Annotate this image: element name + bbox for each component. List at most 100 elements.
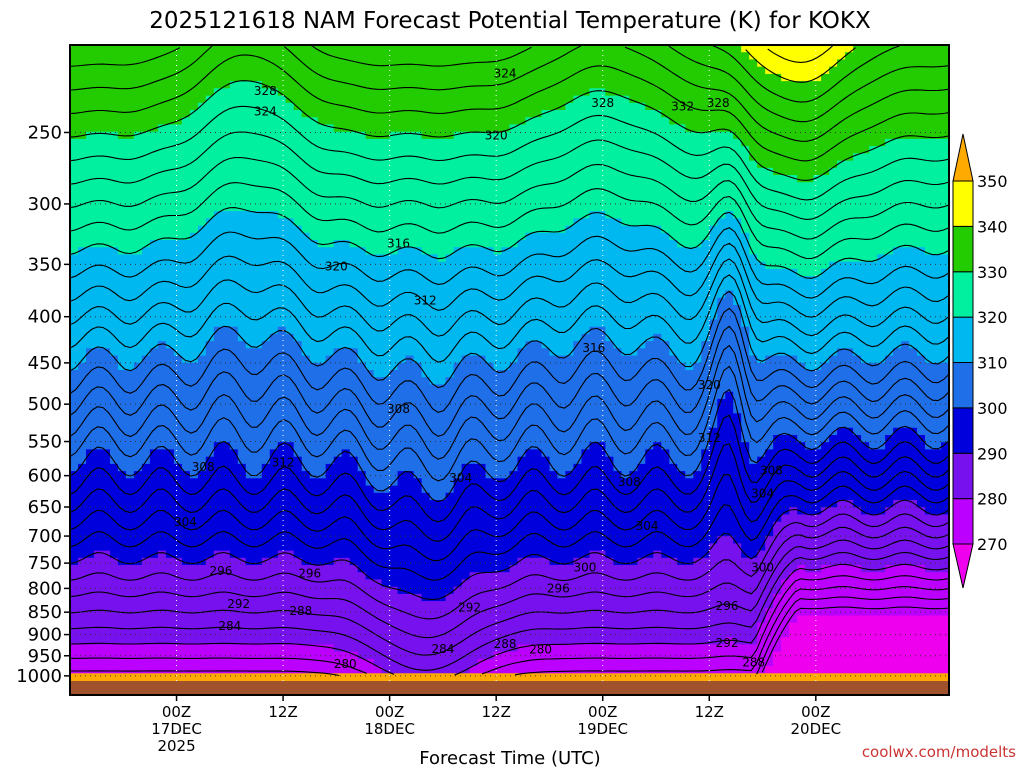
y-tick-label: 750	[28, 553, 62, 574]
x-tick-label: 19DEC	[577, 720, 628, 738]
isoline-286	[70, 526, 949, 639]
colorbar-band	[952, 316, 974, 363]
y-tick-label: 400	[28, 307, 62, 328]
contour-label: 288	[742, 656, 765, 670]
y-tick-label: 300	[28, 194, 62, 215]
x-tick-label: 17DEC	[151, 720, 202, 738]
colorbar-label: 350	[977, 172, 1008, 191]
contour-label: 320	[485, 129, 508, 143]
isoline-290	[70, 499, 949, 601]
isoline-306	[70, 325, 949, 437]
contour-label: 312	[272, 455, 295, 469]
y-tick-label: 350	[28, 254, 62, 275]
isoline-284	[70, 539, 949, 656]
contour-label: 296	[298, 566, 321, 580]
contour-label: 304	[751, 487, 774, 501]
contour-label: 296	[716, 599, 739, 613]
colorbar-label: 310	[977, 354, 1008, 373]
contour-label: 284	[431, 642, 454, 656]
isoline-276	[70, 586, 949, 677]
colorbar-label: 340	[977, 217, 1008, 236]
isoline-320	[70, 207, 949, 279]
isoline-274	[756, 596, 949, 675]
contour-label: 320	[698, 378, 721, 392]
x-tick-label: 00Z	[588, 703, 617, 721]
isoline-338	[712, 45, 900, 103]
isoline-278	[70, 575, 949, 675]
y-tick-label: 700	[28, 526, 62, 547]
contour-label: 320	[325, 260, 348, 274]
isoline-300	[70, 388, 949, 503]
chart-title: 2025121618 NAM Forecast Potential Temper…	[149, 8, 871, 34]
x-tick-label: 2025	[157, 737, 195, 755]
isoline-314	[70, 258, 949, 337]
x-tick-label: 12Z	[695, 703, 724, 721]
x-tick-label: 00Z	[801, 703, 830, 721]
contour-label: 316	[582, 341, 605, 355]
contour-label: 308	[618, 475, 641, 489]
contour-label: 328	[707, 96, 730, 110]
plot-area: 328 324 324 328 332 328 320 316 320 312 316 320 308 3…	[70, 45, 949, 695]
isoline-330	[70, 80, 949, 181]
contour-label: 308	[192, 460, 215, 474]
contour-label: 280	[334, 657, 357, 671]
contour-label: 304	[174, 515, 197, 529]
isoline-326	[70, 131, 949, 220]
isoline-336	[70, 45, 949, 123]
isoline-318	[70, 227, 949, 299]
colorbar-band	[952, 407, 974, 454]
contour-label: 312	[698, 431, 721, 445]
x-axis-label: Forecast Time (UTC)	[419, 748, 600, 768]
colorbar-label: 320	[977, 308, 1008, 327]
isoline-292	[70, 485, 949, 581]
colorbar-label: 280	[977, 490, 1008, 509]
y-tick-label: 450	[28, 353, 62, 374]
colorbar-band	[952, 452, 974, 500]
contour-label: 324	[254, 105, 277, 119]
colorbar-label: 300	[977, 399, 1008, 418]
contour-label: 292	[458, 601, 481, 615]
colorbar-bottom-arrow	[952, 543, 974, 589]
terrain-bar	[70, 681, 949, 695]
contour-label: 304	[636, 519, 659, 533]
isoline-334	[70, 45, 949, 142]
contour-label: 300	[574, 560, 597, 574]
y-tick-label: 500	[28, 394, 62, 415]
y-tick-label: 800	[28, 578, 62, 599]
isoline-340	[745, 47, 856, 83]
plot-frame	[69, 44, 950, 696]
contour-label: 300	[751, 560, 774, 574]
contour-label: 308	[387, 402, 410, 416]
y-tick-label: 850	[28, 602, 62, 623]
isoline-308	[70, 307, 949, 414]
isoline-294	[70, 470, 949, 562]
x-tick-label: 18DEC	[364, 720, 415, 738]
isoline-322	[70, 182, 949, 260]
contour-label: 324	[494, 66, 517, 80]
isoline-342	[767, 45, 834, 63]
isoline-272	[761, 606, 949, 673]
contour-label: 288	[289, 604, 312, 618]
y-tick-label: 650	[28, 497, 62, 518]
colorbar: 270 280 290 300 310 320 330 340 350	[952, 133, 1008, 589]
x-tick-label: 00Z	[162, 703, 191, 721]
colorbar-label: 270	[977, 535, 1008, 554]
colorbar-band	[952, 180, 974, 227]
contour-label: 304	[449, 471, 472, 485]
isoline-288	[70, 513, 949, 620]
y-tick-label: 550	[28, 432, 62, 453]
contour-label: 292	[227, 597, 250, 611]
y-tick-label: 600	[28, 466, 62, 487]
y-tick-label: 900	[28, 625, 62, 646]
isoline-328	[70, 105, 949, 201]
x-tick-label: 20DEC	[791, 720, 842, 738]
contour-label: 316	[387, 237, 410, 251]
isoline-332	[70, 54, 949, 162]
contour-label: 288	[494, 637, 517, 651]
isoline-296	[70, 443, 949, 542]
isoline-298	[70, 414, 949, 523]
isoline-324	[70, 156, 949, 240]
contour-label: 328	[591, 96, 614, 110]
y-tick-label: 950	[28, 646, 62, 667]
